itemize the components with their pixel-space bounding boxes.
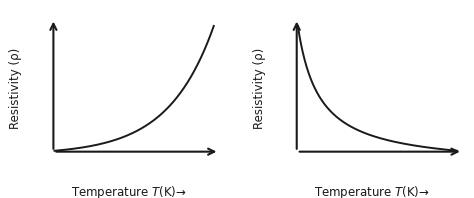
Text: Temperature $T$(K)→: Temperature $T$(K)→ [314,185,430,198]
Text: Resistivity (ρ): Resistivity (ρ) [253,47,265,129]
Text: Temperature $T$(K)→: Temperature $T$(K)→ [71,185,186,198]
Text: Resistivity (ρ): Resistivity (ρ) [9,47,22,129]
